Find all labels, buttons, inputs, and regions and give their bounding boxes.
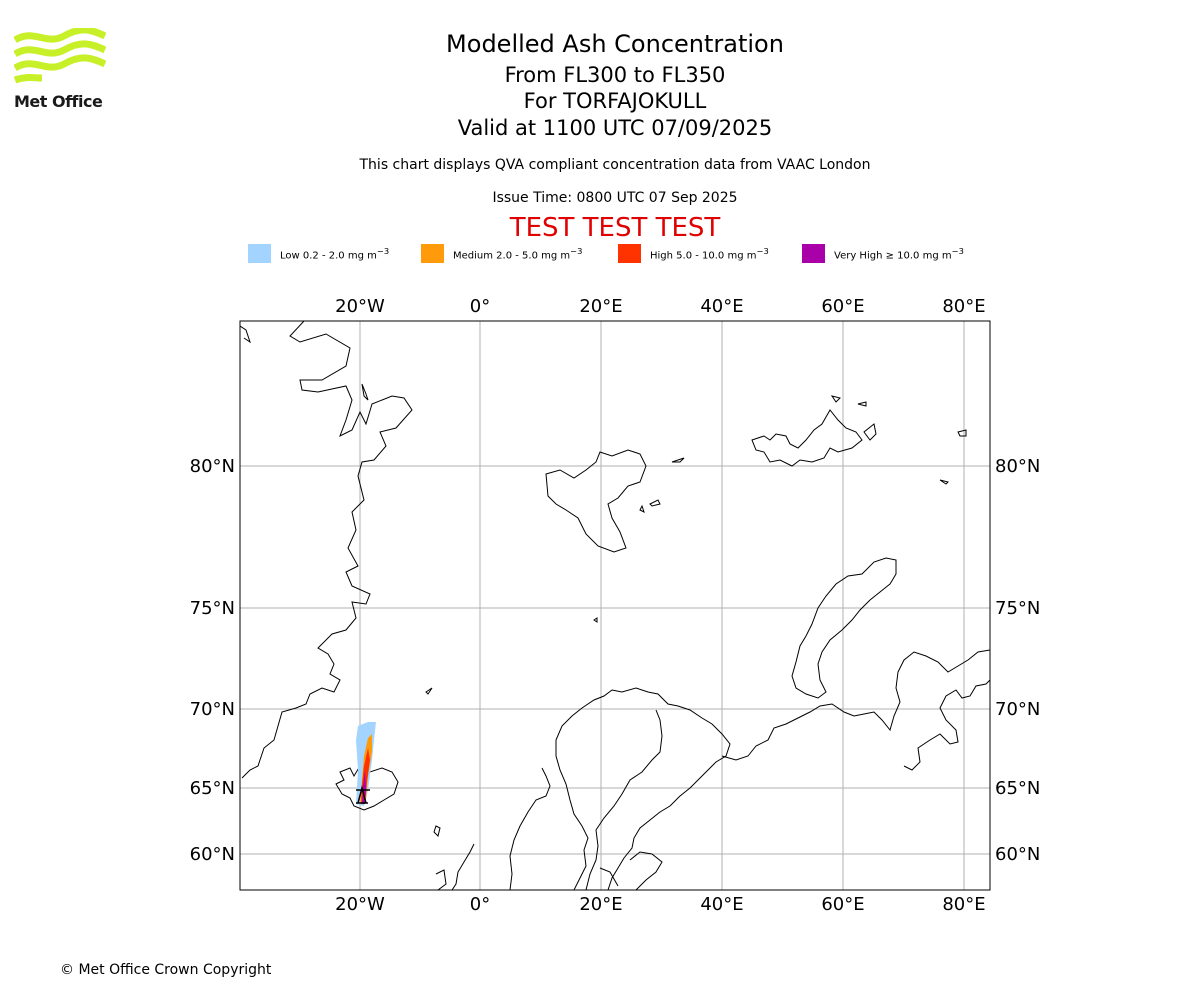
baltic-bothnia-coast [585, 709, 663, 890]
coastlines [240, 321, 990, 890]
legend-swatch-medium [421, 244, 444, 263]
kola-white-sea-coast [721, 649, 990, 761]
lat-labels-left: 80°N 75°N 70°N 65°N 60°N [190, 456, 235, 865]
chart-title: Modelled Ash Concentration [446, 30, 784, 58]
lat-label: 70°N [995, 699, 1040, 720]
jan-mayen-island [425, 687, 433, 695]
kvitoya-island [671, 457, 685, 463]
met-office-logo-text: Met Office [14, 92, 103, 111]
lat-label: 80°N [190, 456, 235, 477]
lon-label: 0° [470, 296, 490, 317]
map-border [239, 320, 991, 891]
met-office-logo: Met Office [14, 28, 110, 114]
lon-label: 20°E [579, 894, 622, 915]
test-banner: TEST TEST TEST [509, 213, 721, 243]
lat-label: 65°N [190, 778, 235, 799]
legend-swatch-high [618, 244, 641, 263]
svalbard-east-island [649, 499, 661, 507]
lon-label: 60°E [821, 894, 864, 915]
lon-label: 80°E [942, 894, 985, 915]
flight-levels: From FL300 to FL350 [504, 63, 726, 87]
lon-label: 20°W [335, 894, 385, 915]
lon-label: 40°E [700, 894, 743, 915]
concentration-legend: Low 0.2 - 2.0 mg m−3 Medium 2.0 - 5.0 mg… [0, 244, 1200, 264]
yamal-coast [903, 679, 990, 771]
greenland-northwest [240, 325, 251, 344]
lat-label: 60°N [995, 844, 1040, 865]
lat-label: 60°N [190, 844, 235, 865]
compliance-note: This chart displays QVA compliant concen… [359, 157, 871, 173]
volcano-name: For TORFAJOKULL [523, 89, 707, 113]
lon-labels-bottom: 20°W 0° 20°E 40°E 60°E 80°E [335, 894, 985, 915]
lon-labels-top: 20°W 0° 20°E 40°E 60°E 80°E [335, 296, 985, 317]
scandinavia-norway-coast [451, 687, 731, 890]
lat-label: 65°N [995, 778, 1040, 799]
lon-label: 20°W [335, 296, 385, 317]
greenland-island [361, 383, 369, 401]
norway-skagerrak-coast [509, 767, 551, 890]
legend-label-medium: Medium 2.0 - 5.0 mg m−3 [453, 245, 583, 262]
flight-level-outline [356, 785, 370, 804]
svalbard-small-island [639, 504, 645, 513]
ash-plume [356, 722, 376, 806]
issue-time: Issue Time: 0800 UTC 07 Sep 2025 [492, 190, 738, 206]
lat-label: 70°N [190, 699, 235, 720]
novaya-zemlya [791, 557, 897, 699]
shetland-islets [433, 825, 447, 890]
lat-label: 75°N [995, 598, 1040, 619]
legend-label-very-high: Very High ≥ 10.0 mg m−3 [834, 245, 964, 262]
legend-item-low: Low 0.2 - 2.0 mg m−3 [248, 244, 389, 263]
lon-label: 0° [470, 894, 490, 915]
valid-time: Valid at 1100 UTC 07/09/2025 [457, 116, 773, 140]
legend-label-low: Low 0.2 - 2.0 mg m−3 [280, 245, 390, 262]
lat-labels-right: 80°N 75°N 70°N 65°N 60°N [995, 456, 1040, 865]
met-office-wave-icon [14, 28, 106, 84]
legend-item-medium: Medium 2.0 - 5.0 mg m−3 [421, 244, 582, 263]
franz-josef-land [751, 409, 863, 467]
franz-josef-islets [830, 395, 967, 485]
ash-area-very-high [362, 770, 366, 804]
greenland-east-coast [241, 321, 413, 779]
lon-label: 60°E [821, 296, 864, 317]
lon-label: 40°E [700, 296, 743, 317]
legend-item-high: High 5.0 - 10.0 mg m−3 [618, 244, 769, 263]
svalbard-coast [545, 449, 647, 553]
map-gridlines [240, 321, 990, 890]
legend-swatch-low [248, 244, 271, 263]
lat-label: 75°N [190, 598, 235, 619]
copyright-notice: © Met Office Crown Copyright [60, 962, 272, 978]
bear-island [593, 617, 598, 623]
lon-label: 80°E [942, 296, 985, 317]
legend-swatch-very-high [802, 244, 825, 263]
legend-item-very-high: Very High ≥ 10.0 mg m−3 [802, 244, 964, 263]
legend-label-high: High 5.0 - 10.0 mg m−3 [650, 245, 769, 262]
lat-label: 80°N [995, 456, 1040, 477]
lon-label: 20°E [579, 296, 622, 317]
